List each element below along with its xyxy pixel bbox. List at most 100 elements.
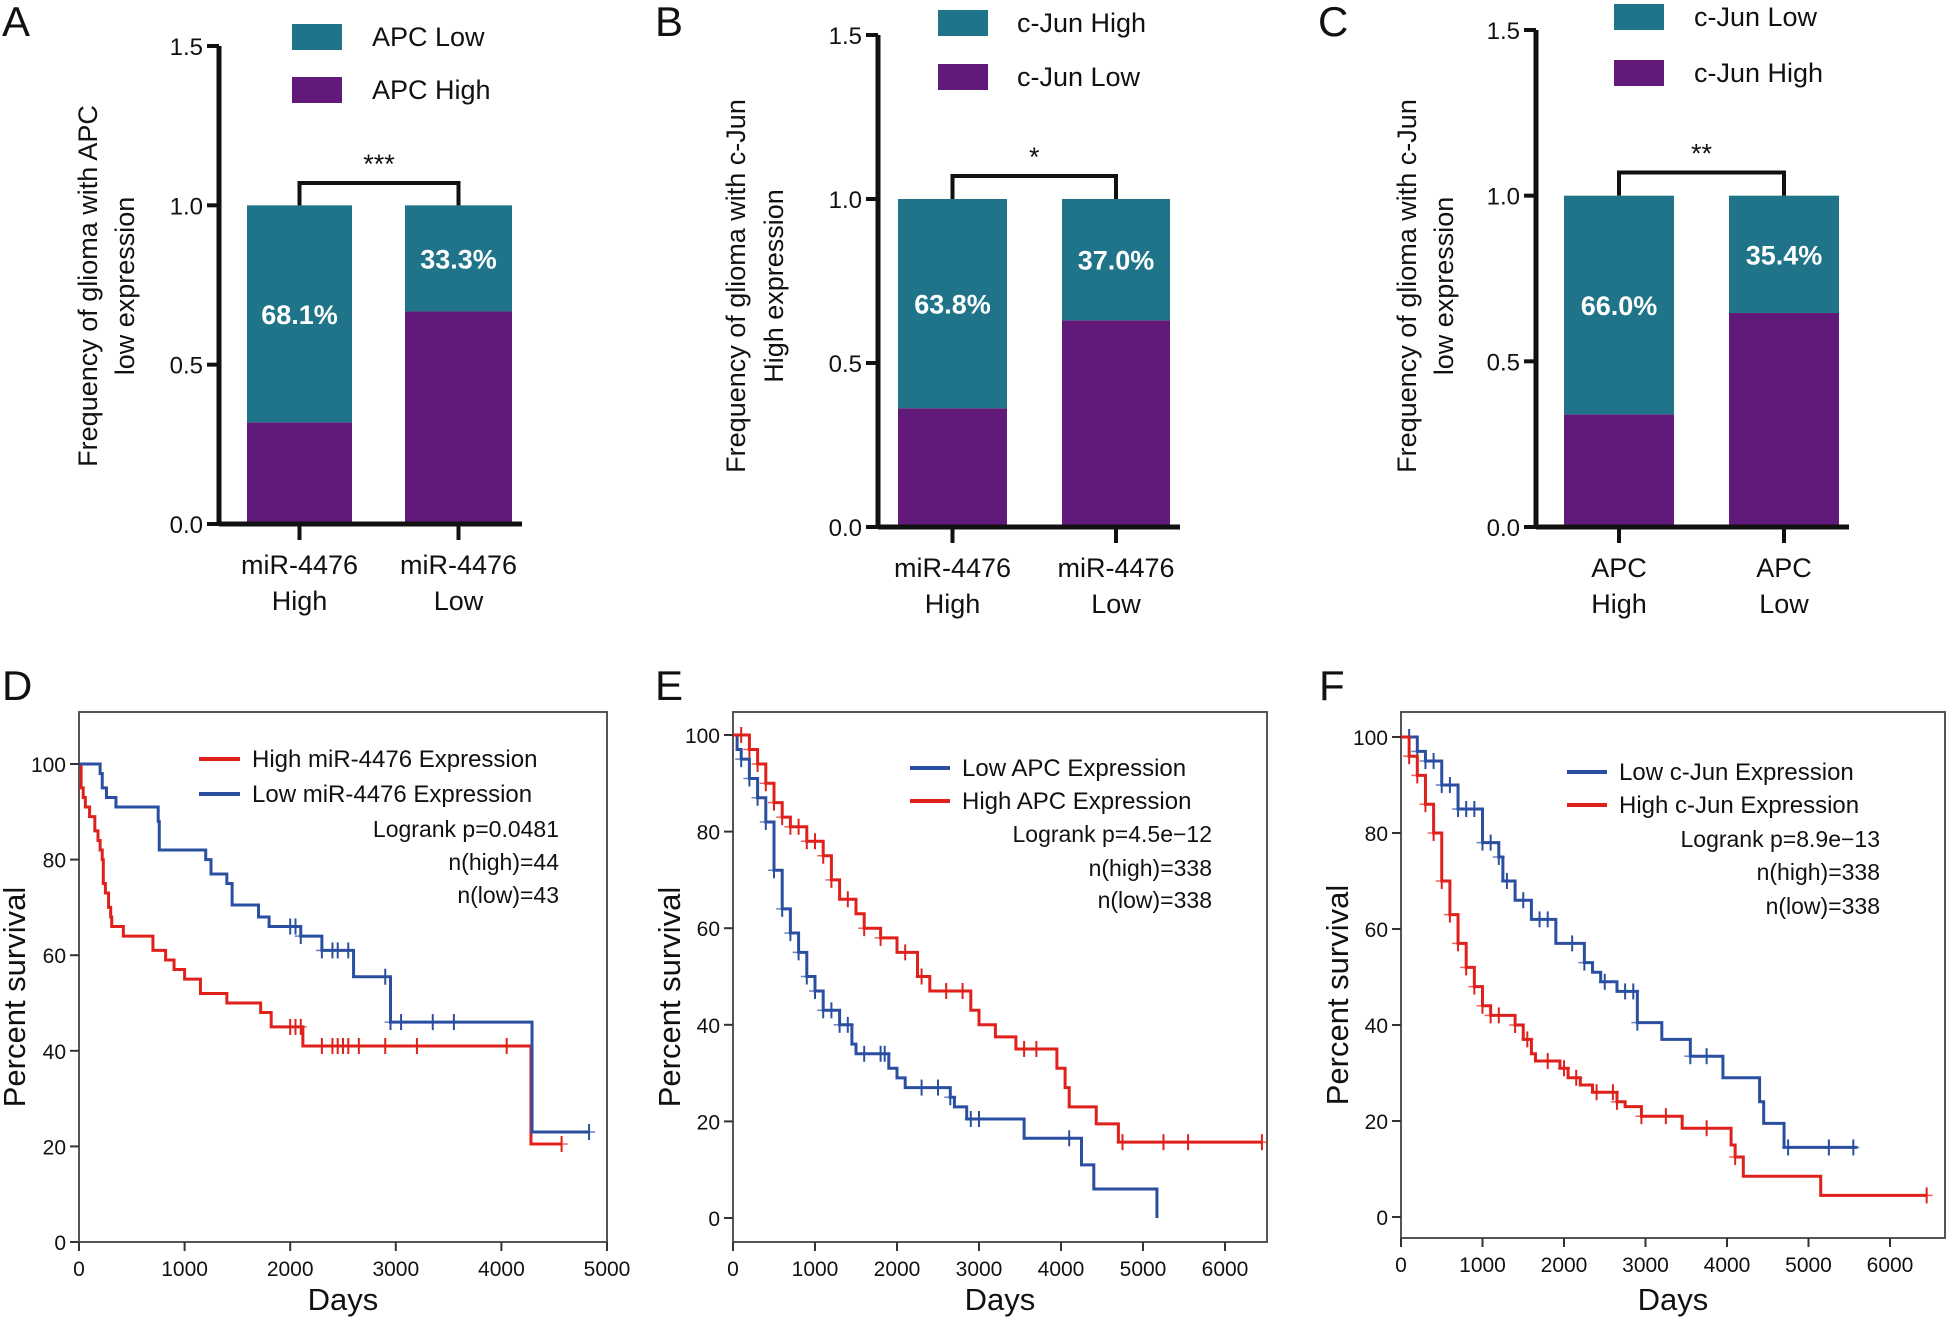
bar-segment	[247, 422, 352, 524]
legend-label: c-Jun Low	[1017, 62, 1141, 92]
plot-frame	[732, 711, 1268, 1243]
y-tick-label: 0.0	[829, 515, 862, 542]
x-tick-label: 6000	[1202, 1258, 1249, 1281]
legend-label: High APC Expression	[962, 788, 1191, 815]
y-axis-label: Percent survival	[652, 887, 687, 1108]
plot-frame	[78, 711, 608, 1243]
data-label: 63.8%	[914, 290, 991, 320]
bar-segment	[405, 205, 512, 312]
y-tick-label: 100	[1353, 727, 1388, 750]
bar-segment	[247, 205, 352, 423]
x-tick-label: 2000	[267, 1258, 314, 1281]
y-tick-label: 20	[697, 1111, 720, 1134]
survival-curve-blue	[1401, 735, 1858, 1149]
data-label: 35.4%	[1746, 240, 1823, 270]
data-label: 68.1%	[261, 300, 338, 330]
x-tick-label: APC	[1756, 553, 1812, 583]
legend-swatch	[1614, 4, 1664, 30]
significance-label: *	[1029, 142, 1040, 172]
bar-segment	[1062, 320, 1170, 527]
legend-label: APC High	[372, 75, 491, 105]
bar-chart-a: A 68.1% miR-4476 High 33.3% miR-4476 Low 0.0 0.5…	[2, 0, 522, 616]
legend-label: Low APC Expression	[962, 755, 1186, 782]
x-tick-label: Low	[434, 586, 484, 616]
x-axis-label: Days	[308, 1282, 379, 1317]
y-axis-label: Frequency of glioma with c-Jun	[721, 99, 751, 473]
y-tick-label: 60	[697, 918, 720, 941]
y-axis-label: Frequency of glioma with c-Jun	[1392, 99, 1422, 473]
y-axis-label: low expression	[110, 197, 140, 376]
x-tick-label: miR-4476	[241, 550, 358, 580]
x-tick-label: High	[1591, 589, 1647, 619]
bar-segment	[898, 199, 1007, 409]
panel-letter: A	[2, 0, 30, 45]
bar-segment	[898, 408, 1007, 527]
y-tick-label: 0.5	[829, 351, 862, 378]
stat-text: n(high)=338	[1089, 855, 1212, 881]
stat-text: Logrank p=8.9e−13	[1680, 826, 1880, 852]
x-tick-label: 6000	[1867, 1254, 1914, 1277]
x-tick-label: 3000	[372, 1258, 419, 1281]
legend-label: Low miR-4476 Expression	[252, 781, 532, 808]
y-tick-label: 1.5	[829, 23, 862, 50]
panel-letter: C	[1318, 0, 1348, 45]
panel-letter: D	[2, 662, 32, 709]
y-tick-label: 40	[43, 1041, 66, 1064]
data-label: 37.0%	[1078, 246, 1155, 276]
legend-label: c-Jun High	[1017, 8, 1146, 38]
y-tick-label: 0	[1376, 1207, 1388, 1230]
x-tick-label: High	[925, 589, 981, 619]
y-tick-label: 0.5	[1487, 349, 1520, 376]
y-tick-label: 1.0	[829, 187, 862, 214]
stat-text: n(low)=338	[1098, 887, 1212, 913]
y-tick-label: 40	[697, 1015, 720, 1038]
survival-curve-blue	[79, 762, 590, 1134]
y-axis-label: Frequency of glioma with APC	[73, 105, 103, 467]
significance-bracket	[950, 174, 1118, 199]
y-tick-label: 1.5	[1487, 18, 1520, 45]
legend-label: c-Jun Low	[1694, 2, 1818, 32]
y-tick-label: 1.0	[170, 193, 203, 220]
x-tick-label: 2000	[874, 1258, 921, 1281]
data-label: 33.3%	[420, 244, 497, 274]
x-tick-label: Low	[1759, 589, 1809, 619]
bar-segment	[405, 311, 512, 524]
y-tick-label: 1.0	[1487, 184, 1520, 211]
x-tick-label: 3000	[956, 1258, 1003, 1281]
legend-swatch	[938, 64, 988, 90]
x-tick-label: APC	[1591, 553, 1647, 583]
legend-label: Low c-Jun Expression	[1619, 759, 1854, 786]
x-tick-label: 4000	[478, 1258, 525, 1281]
bar-chart-b: B 63.8% miR-4476 High 37.0% miR-4476 Low 0.0 0.5…	[655, 0, 1180, 619]
y-tick-label: 20	[1365, 1111, 1388, 1134]
y-tick-label: 0	[708, 1208, 720, 1231]
stat-text: n(high)=44	[448, 849, 559, 875]
x-tick-label: High	[272, 586, 328, 616]
stat-text: n(high)=338	[1757, 859, 1880, 885]
y-tick-label: 100	[685, 725, 720, 748]
stat-text: Logrank p=4.5e−12	[1012, 821, 1212, 847]
y-tick-label: 100	[31, 754, 66, 777]
significance-label: ***	[363, 149, 395, 179]
legend-label: APC Low	[372, 22, 485, 52]
y-tick-label: 20	[43, 1136, 66, 1159]
x-tick-label: 1000	[792, 1258, 839, 1281]
x-tick-label: 1000	[161, 1258, 208, 1281]
legend-swatch	[1614, 60, 1664, 86]
y-tick-label: 1.5	[170, 34, 203, 61]
x-axis-label: Days	[965, 1282, 1036, 1317]
legend-label: High c-Jun Expression	[1619, 792, 1859, 819]
y-tick-label: 40	[1365, 1015, 1388, 1038]
legend-label: High miR-4476 Expression	[252, 746, 537, 773]
legend-swatch	[292, 24, 342, 50]
x-tick-label: 1000	[1459, 1254, 1506, 1277]
panel-letter: F	[1319, 662, 1345, 709]
significance-bracket	[297, 181, 461, 206]
y-tick-label: 0.5	[170, 353, 203, 380]
y-tick-label: 80	[697, 822, 720, 845]
y-axis-label: High expression	[759, 189, 789, 383]
y-tick-label: 0	[54, 1232, 66, 1255]
